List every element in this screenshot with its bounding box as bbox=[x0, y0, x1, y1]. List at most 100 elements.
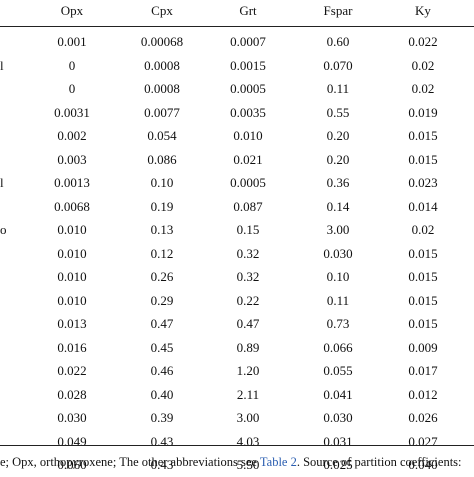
cell-grt: 0.32 bbox=[236, 269, 260, 284]
table-row: 0.016 0.45 0.89 0.066 0.009 bbox=[0, 336, 474, 360]
cell-fspar: 0.025 bbox=[323, 457, 353, 472]
cell-ky: 0.022 bbox=[408, 34, 438, 49]
table-row: 0.028 0.40 2.11 0.041 0.012 bbox=[0, 383, 474, 407]
cell-ky: 0.023 bbox=[408, 175, 438, 190]
cell-opx: 0.010 bbox=[57, 269, 87, 284]
table-row: 0.022 0.46 1.20 0.055 0.017 bbox=[0, 359, 474, 383]
header-cell-cpx: Cpx bbox=[151, 3, 173, 18]
cell-ky: 0.040 bbox=[408, 457, 438, 472]
cell-ky: 0.009 bbox=[408, 339, 438, 355]
cell-grt: 0.0007 bbox=[230, 34, 266, 49]
cell-ky: 0.02 bbox=[411, 222, 435, 237]
cell-opx: 0.001 bbox=[57, 34, 87, 49]
row-label bbox=[0, 289, 14, 313]
cell-cpx: 0.29 bbox=[150, 292, 174, 308]
cell-fspar: 0.55 bbox=[326, 104, 350, 120]
row-label bbox=[0, 30, 14, 54]
cell-grt: 0.15 bbox=[236, 222, 260, 237]
cell-ky: 0.015 bbox=[408, 316, 438, 331]
cell-fspar: 0.36 bbox=[326, 175, 350, 190]
cell-opx: 0.002 bbox=[57, 128, 87, 143]
table-row: 0.010 0.26 0.32 0.10 0.015 bbox=[0, 265, 474, 289]
cell-cpx: 0.0008 bbox=[144, 81, 180, 96]
cell-grt: 0.22 bbox=[236, 292, 260, 308]
cell-opx: 0.003 bbox=[57, 151, 87, 167]
cell-fspar: 0.14 bbox=[326, 198, 350, 214]
table-header-row: Opx Cpx Grt Fspar Ky bbox=[0, 0, 474, 26]
cell-grt: 0.010 bbox=[233, 128, 263, 143]
cell-fspar: 0.73 bbox=[326, 316, 350, 331]
cell-ky: 0.015 bbox=[408, 292, 438, 308]
cell-cpx: 0.00068 bbox=[140, 34, 184, 49]
cell-cpx: 0.0008 bbox=[144, 57, 180, 73]
table-row: 0.0068 0.19 0.087 0.14 0.014 bbox=[0, 195, 474, 219]
cell-opx: 0.028 bbox=[57, 386, 87, 402]
cell-cpx: 0.39 bbox=[150, 410, 174, 425]
cell-ky: 0.026 bbox=[408, 410, 438, 425]
footnote-text-end: . Source of partition coefficients: bbox=[296, 455, 462, 469]
cell-ky: 0.02 bbox=[411, 81, 435, 96]
header-cell-ky: Ky bbox=[415, 3, 431, 18]
cell-fspar: 0.20 bbox=[326, 151, 350, 167]
cell-opx: 0.010 bbox=[57, 292, 87, 308]
row-label bbox=[0, 406, 14, 430]
cell-cpx: 0.26 bbox=[150, 269, 174, 284]
cell-fspar: 0.11 bbox=[326, 81, 350, 96]
cell-cpx: 0.47 bbox=[150, 316, 174, 331]
cell-grt: 0.0015 bbox=[230, 57, 266, 73]
row-label bbox=[0, 77, 14, 101]
cell-grt: 0.89 bbox=[236, 339, 260, 355]
cell-ky: 0.015 bbox=[408, 269, 438, 284]
cell-fspar: 0.030 bbox=[323, 410, 353, 425]
cell-opx: 0 bbox=[68, 81, 76, 96]
cell-ky: 0.015 bbox=[408, 128, 438, 143]
table-2-link[interactable]: Table 2 bbox=[259, 455, 297, 469]
table-row: 0.003 0.086 0.021 0.20 0.015 bbox=[0, 148, 474, 172]
cell-ky: 0.014 bbox=[408, 198, 438, 214]
cell-fspar: 3.00 bbox=[326, 222, 350, 237]
table-row: 0.002 0.054 0.010 0.20 0.015 bbox=[0, 124, 474, 148]
cell-cpx: 0.10 bbox=[150, 175, 174, 190]
row-label bbox=[0, 383, 14, 407]
cell-fspar: 0.070 bbox=[323, 57, 353, 73]
row-label bbox=[0, 430, 14, 454]
table-row: l 0.0013 0.10 0.0005 0.36 0.023 bbox=[0, 171, 474, 195]
cell-opx: 0.010 bbox=[57, 222, 87, 237]
cell-opx: 0.022 bbox=[57, 363, 87, 378]
cell-grt: 0.0005 bbox=[230, 81, 266, 96]
row-label bbox=[0, 101, 14, 125]
cell-cpx: 0.19 bbox=[150, 198, 174, 214]
row-label: l bbox=[0, 175, 4, 190]
cell-ky: 0.027 bbox=[408, 433, 438, 449]
cell-opx: 0.010 bbox=[57, 245, 87, 261]
bottom-divider bbox=[0, 445, 474, 446]
header-cell-fspar: Fspar bbox=[323, 3, 353, 18]
table-row: l 0 0.0008 0.0015 0.070 0.02 bbox=[0, 54, 474, 78]
table-footnote: e; Opx, orthopyroxene; The other abbrevi… bbox=[0, 453, 474, 471]
cell-ky: 0.012 bbox=[408, 386, 438, 402]
footnote-text-start: e; Opx, orthopyroxene; The other abbrevi… bbox=[0, 455, 260, 469]
cell-grt: 1.20 bbox=[236, 363, 260, 378]
table-row: 0.049 0.43 4.03 0.031 0.027 bbox=[0, 430, 474, 454]
cell-grt: 3.00 bbox=[236, 410, 260, 425]
row-label: o bbox=[0, 222, 7, 237]
cell-ky: 0.019 bbox=[408, 104, 438, 120]
cell-ky: 0.015 bbox=[408, 151, 438, 167]
cell-fspar: 0.041 bbox=[323, 386, 353, 402]
row-label bbox=[0, 312, 14, 336]
cell-cpx: 0.43 bbox=[150, 433, 174, 449]
cell-opx: 0.0013 bbox=[54, 175, 90, 190]
cell-cpx: 0.45 bbox=[150, 339, 174, 355]
cell-fspar: 0.20 bbox=[326, 128, 350, 143]
table-row: 0.0031 0.0077 0.0035 0.55 0.019 bbox=[0, 101, 474, 125]
table-row: 0.010 0.12 0.32 0.030 0.015 bbox=[0, 242, 474, 266]
cell-cpx: 0.13 bbox=[150, 222, 174, 237]
cell-grt: 5.50 bbox=[236, 457, 260, 472]
table-row: 0 0.0008 0.0005 0.11 0.02 bbox=[0, 77, 474, 101]
table-row: 0.060 0.43 5.50 0.025 0.040 bbox=[0, 453, 474, 477]
cell-ky: 0.017 bbox=[408, 363, 438, 378]
cell-fspar: 0.066 bbox=[323, 339, 353, 355]
cell-cpx: 0.46 bbox=[150, 363, 174, 378]
cell-grt: 0.0005 bbox=[230, 175, 266, 190]
row-label bbox=[0, 265, 14, 289]
